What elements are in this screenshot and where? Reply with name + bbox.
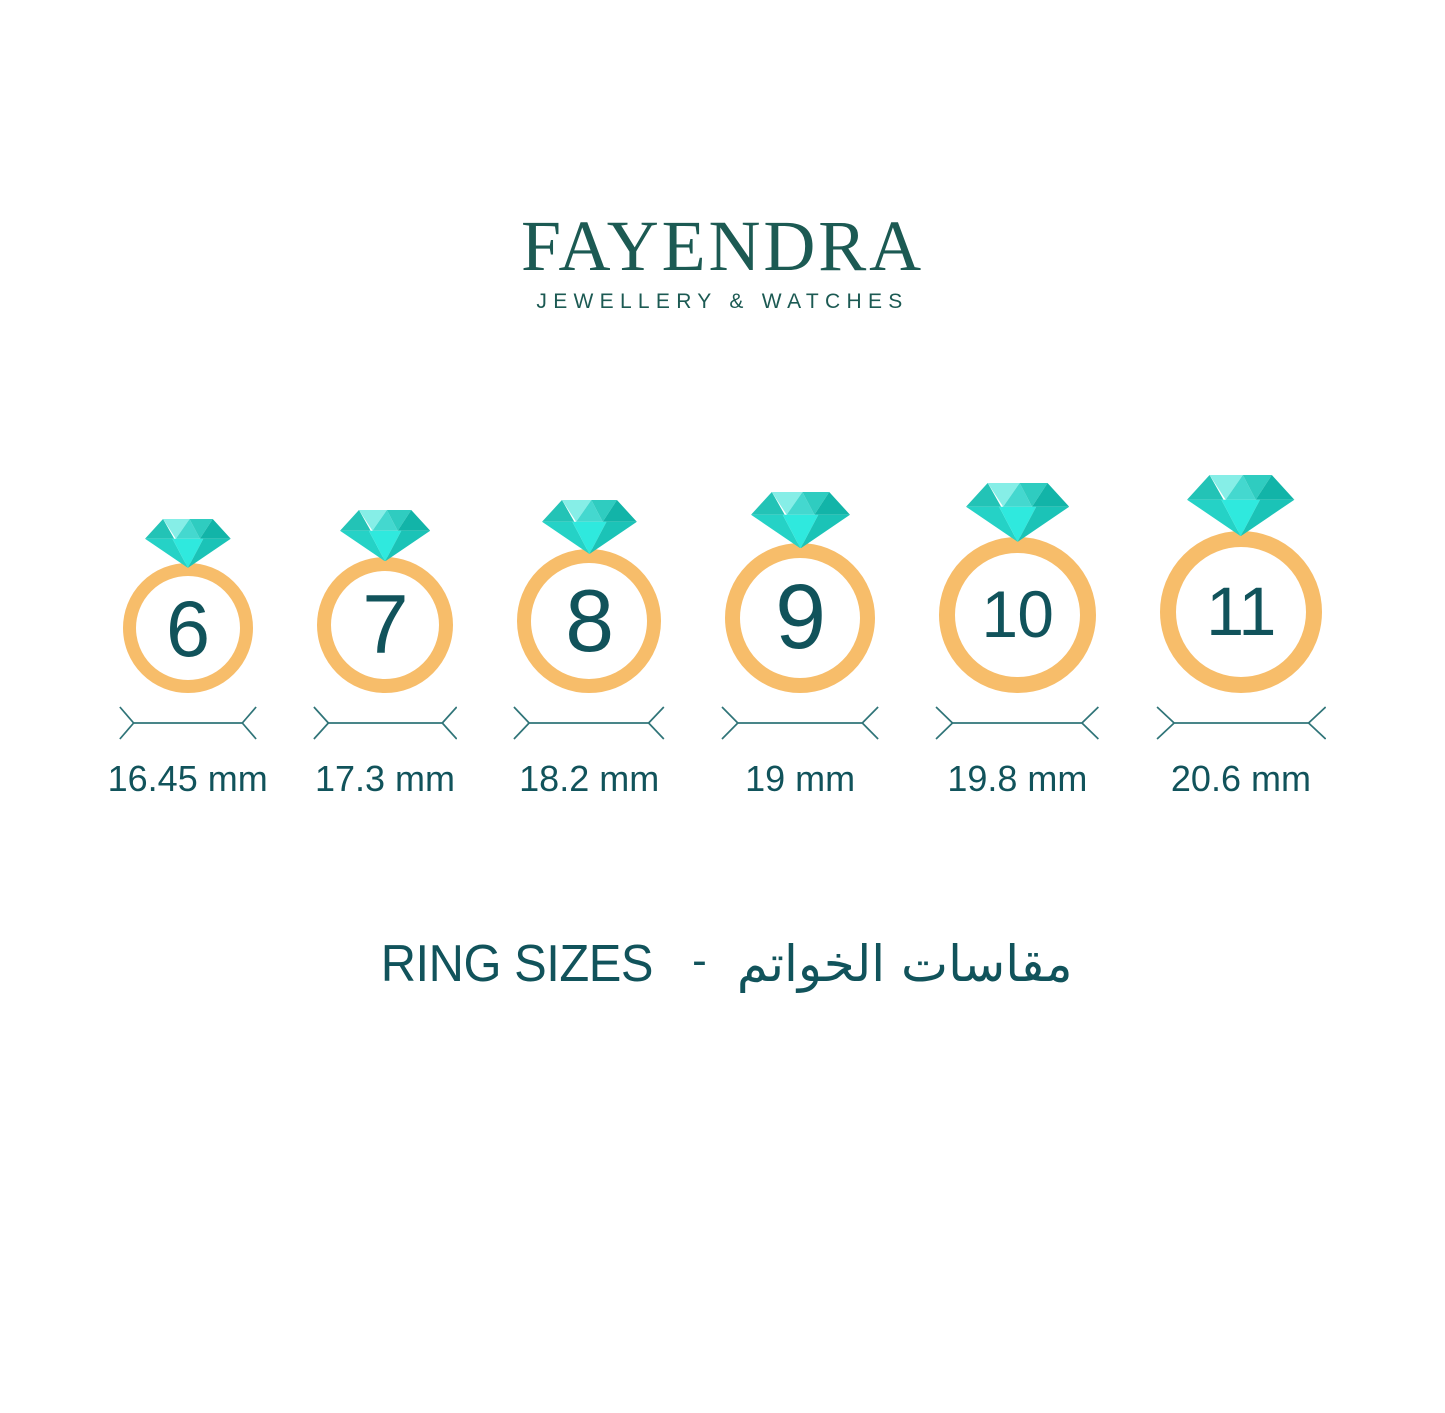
diamond-gem-icon	[965, 483, 1069, 543]
diameter-label: 16.45 mm	[107, 758, 268, 800]
ring-size-item: 11 20.6 mm	[1155, 475, 1328, 800]
caption-arabic: مقاسات الخواتم	[736, 935, 1073, 994]
caption: RING SIZES - مقاسات الخواتم	[0, 934, 1445, 994]
diameter-arrows-icon	[935, 705, 1099, 741]
brand-name: FAYENDRA	[520, 206, 925, 286]
caption-separator: -	[692, 936, 707, 986]
diameter-arrows-icon	[313, 705, 458, 741]
ring-band: 10	[939, 536, 1096, 694]
diameter-arrows-icon	[513, 705, 665, 741]
ring-size-chart-page: FAYENDRA JEWELLERY & WATCHES 6	[0, 208, 1445, 1413]
diameter-label: 18.2 mm	[519, 758, 660, 800]
diameter-label: 19 mm	[745, 758, 856, 800]
diamond-gem-icon	[750, 491, 850, 549]
ring-band: 7	[316, 556, 454, 694]
ring-size-number: 11	[1206, 573, 1276, 650]
ring-band: 8	[517, 549, 662, 694]
brand-tagline: JEWELLERY & WATCHES	[536, 290, 909, 313]
ring-size-item: 6 16.45 mm	[108, 518, 268, 800]
ring-size-item: 8 18.2 mm	[512, 500, 666, 800]
diamond-gem-icon	[144, 518, 231, 568]
ring-size-item: 9 19 mm	[720, 491, 880, 800]
diameter-label: 17.3 mm	[314, 758, 455, 800]
diamond-gem-icon	[339, 509, 431, 562]
ring-size-number: 10	[981, 578, 1054, 652]
ring-size-number: 8	[565, 571, 614, 670]
ring-size-number: 6	[166, 583, 210, 673]
ring-size-number: 9	[775, 566, 826, 669]
ring-band: 6	[122, 563, 253, 694]
rings-row: 6 16.45 mm 7	[0, 475, 1445, 800]
diamond-gem-icon	[541, 500, 637, 555]
ring-band: 9	[725, 543, 876, 694]
brand-logo: FAYENDRA JEWELLERY & WATCHES	[0, 208, 1445, 315]
diamond-gem-icon	[1187, 475, 1295, 537]
ring-size-item: 7 17.3 mm	[312, 509, 459, 800]
diameter-label: 19.8 mm	[947, 758, 1088, 800]
diameter-label: 20.6 mm	[1170, 758, 1311, 800]
ring-size-item: 10 19.8 mm	[934, 483, 1100, 800]
ring-size-number: 7	[362, 578, 408, 672]
diameter-arrows-icon	[1156, 705, 1327, 741]
diameter-arrows-icon	[119, 705, 257, 741]
diameter-arrows-icon	[721, 705, 879, 741]
ring-band: 11	[1159, 530, 1323, 694]
caption-english: RING SIZES	[381, 935, 654, 994]
